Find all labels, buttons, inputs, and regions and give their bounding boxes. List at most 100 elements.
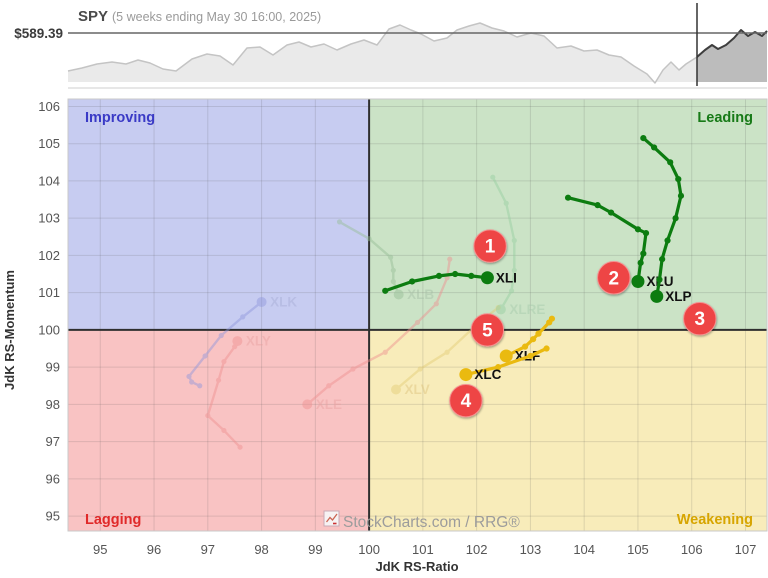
y-tick-label: 103 [38, 211, 60, 226]
trail-point [189, 379, 195, 385]
trail-XLI: XLI [382, 270, 517, 294]
symbol-dot-XLU[interactable] [631, 274, 645, 288]
symbol-dot-XLRE[interactable] [495, 304, 506, 315]
annotation-badge [683, 302, 717, 336]
trail-point [642, 229, 650, 237]
x-tick-label: 106 [681, 542, 703, 557]
y-tick-label: 100 [38, 322, 60, 337]
quadrant-leading [369, 99, 767, 330]
trail-point [444, 349, 450, 355]
spy-symbol-title: SPY [78, 8, 108, 25]
quadrant-lagging [68, 330, 369, 531]
trail-point [640, 135, 647, 142]
trail-point [503, 200, 509, 206]
trail-XLU: XLU [564, 194, 673, 289]
mini-price-chart: SPY (5 weeks ending May 30 16:00, 2025) … [14, 3, 768, 89]
trail-point [530, 336, 537, 343]
y-tick-label: 102 [38, 248, 60, 263]
x-tick-label: 103 [520, 542, 542, 557]
trail-point [417, 366, 423, 372]
quadrant-backgrounds [68, 99, 767, 531]
annotation-number: 4 [461, 391, 472, 412]
y-tick-label: 104 [38, 173, 60, 188]
x-tick-label: 105 [627, 542, 649, 557]
plot-border [67, 98, 768, 532]
trail-point [197, 383, 203, 389]
trail-point [527, 352, 534, 360]
trail-point [221, 427, 227, 434]
trail-point [452, 270, 459, 278]
trail-point [508, 288, 515, 294]
trail-point [186, 373, 192, 380]
trail-point [237, 444, 243, 450]
trail-XLP: XLP [640, 135, 692, 304]
annotation-number: 5 [482, 320, 493, 341]
trail-point [468, 272, 475, 279]
trail-XLE: XLE [302, 256, 453, 412]
trail-point [409, 278, 416, 285]
rrg-chart: Improving Leading Lagging Weakening Stoc… [2, 98, 768, 574]
symbol-label-XLK[interactable]: XLK [270, 294, 297, 309]
trail-point [435, 272, 443, 279]
symbol-dot-XLE[interactable] [302, 399, 313, 410]
trail-path-XLE [306, 257, 451, 406]
symbol-label-XLC[interactable]: XLC [474, 367, 501, 382]
x-tick-label: 98 [254, 542, 268, 557]
trail-point [637, 259, 644, 266]
annotation-badge [449, 383, 483, 418]
x-tick-label: 99 [308, 542, 322, 557]
symbol-dot-XLB[interactable] [393, 289, 404, 300]
symbol-label-XLRE[interactable]: XLRE [509, 302, 545, 317]
quadrant-weakening [369, 330, 767, 531]
symbol-label-XLV[interactable]: XLV [404, 382, 429, 397]
symbol-dot-XLF[interactable] [499, 349, 513, 363]
trail-point [656, 276, 663, 283]
trail-XLY: XLY [205, 334, 271, 450]
symbol-label-XLE[interactable]: XLE [316, 397, 342, 412]
trail-point [594, 202, 601, 209]
x-tick-label: 101 [412, 542, 434, 557]
trail-point [664, 237, 671, 244]
symbol-label-XLI[interactable]: XLI [496, 270, 517, 285]
trail-point [495, 364, 502, 371]
trail-point [336, 219, 343, 225]
trail-point [490, 174, 496, 180]
annotation-badge [470, 313, 505, 347]
annotation-circle-2: 2 [597, 261, 631, 295]
trail-path-XLB [338, 220, 400, 296]
x-tick-label: 95 [93, 542, 107, 557]
symbol-label-XLB[interactable]: XLB [407, 287, 434, 302]
symbol-dot-XLC[interactable] [459, 368, 473, 382]
quadrant-improving [68, 99, 369, 330]
trail-point [232, 344, 238, 350]
symbol-dot-XLV[interactable] [390, 384, 401, 395]
symbol-dot-XLI[interactable] [480, 271, 494, 285]
y-tick-label: 101 [38, 285, 60, 300]
symbol-label-XLY[interactable]: XLY [246, 334, 271, 349]
annotation-badge [473, 229, 507, 263]
annotation-circle-1: 1 [473, 229, 507, 263]
annotation-number: 2 [608, 268, 619, 289]
quadrant-label-improving: Improving [85, 110, 155, 126]
symbol-dot-XLK[interactable] [256, 296, 267, 307]
trail-point [667, 159, 674, 166]
trail-point [634, 226, 642, 233]
symbol-dot-XLY[interactable] [232, 336, 243, 347]
annotation-circle-4: 4 [449, 383, 483, 418]
trail-point [240, 314, 246, 320]
trail-point [326, 383, 332, 389]
x-axis-title: JdK RS-Ratio [375, 559, 458, 574]
watermark: StockCharts.com / RRG® [323, 510, 520, 531]
spy-price-label: $589.39 [14, 26, 63, 41]
trail-point [640, 250, 647, 257]
watermark-text: StockCharts.com / RRG® [343, 514, 520, 531]
trail-point [659, 256, 666, 263]
trail-point [650, 144, 658, 151]
symbol-dot-XLP[interactable] [650, 289, 664, 303]
trail-point [215, 377, 222, 383]
trail-point [390, 278, 396, 285]
symbol-label-XLP[interactable]: XLP [665, 289, 691, 304]
trail-XLB: XLB [336, 219, 434, 302]
trail-point [511, 267, 517, 273]
